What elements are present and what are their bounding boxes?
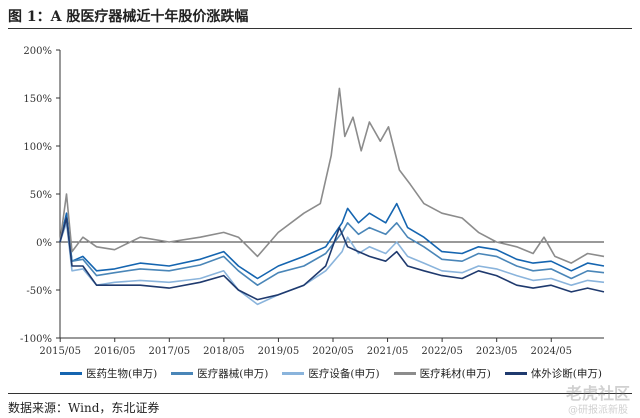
source-note: 数据来源：Wind，东北证券 bbox=[8, 401, 160, 415]
series-line bbox=[59, 202, 605, 280]
x-tick-label: 2023/05 bbox=[476, 346, 518, 357]
series-line bbox=[59, 87, 605, 264]
legend-swatch bbox=[171, 372, 194, 375]
x-tick-label: 2016/05 bbox=[94, 346, 136, 357]
y-tick-label: 150% bbox=[23, 94, 52, 105]
legend-item: 体外诊断(申万) bbox=[504, 366, 603, 381]
x-tick-label: 2021/05 bbox=[367, 346, 409, 357]
legend-swatch bbox=[60, 372, 82, 375]
legend-item: 医疗耗材(申万) bbox=[393, 366, 491, 381]
watermark-handle: @研报派新股 bbox=[568, 405, 628, 416]
x-axis: 2015/05 2016/05 2017/05 2018/05 2019/05 2020/… bbox=[39, 241, 604, 357]
legend-item: 医疗设备(申万) bbox=[282, 366, 380, 381]
y-tick-label: 200% bbox=[23, 46, 52, 57]
x-tick-label: 2017/05 bbox=[149, 346, 191, 357]
y-tick-label: -100% bbox=[20, 334, 52, 345]
watermark-logo: 老虎社区 bbox=[565, 384, 630, 403]
y-tick-label: 100% bbox=[23, 142, 52, 153]
legend-item: 医疗器械(申万) bbox=[171, 366, 268, 381]
series-lines bbox=[59, 87, 605, 306]
chart-legend: 医药生物(申万) 医疗器械(申万) 医疗设备(申万) 医疗耗材(申万) 体外诊断(申万) bbox=[60, 366, 630, 381]
legend-label: 医疗耗材(申万) bbox=[419, 368, 491, 380]
series-line bbox=[59, 217, 605, 286]
legend-swatch bbox=[504, 372, 527, 375]
x-tick-label: 2018/05 bbox=[203, 346, 245, 357]
y-axis: 200% 150% 100% 50% 0% -50% -100% bbox=[20, 46, 61, 345]
legend-swatch bbox=[393, 372, 416, 375]
x-tick-label: 2022/05 bbox=[421, 346, 463, 357]
legend-label: 医药生物(申万) bbox=[86, 368, 158, 380]
legend-item: 医药生物(申万) bbox=[60, 366, 157, 381]
legend-label: 医疗设备(申万) bbox=[308, 368, 380, 380]
y-tick-label: -50% bbox=[26, 286, 52, 297]
figure-title: 图 1：A 股医疗器械近十年股价涨跌幅 bbox=[8, 9, 249, 25]
title-divider bbox=[8, 28, 632, 29]
y-tick-label: 0% bbox=[36, 238, 52, 249]
legend-swatch bbox=[282, 372, 305, 375]
source-divider bbox=[8, 393, 632, 394]
x-tick-label: 2024/05 bbox=[530, 346, 572, 357]
x-tick-label: 2020/05 bbox=[312, 346, 354, 357]
series-line bbox=[59, 222, 605, 306]
y-tick-label: 50% bbox=[30, 190, 52, 201]
legend-label: 医疗器械(申万) bbox=[197, 368, 269, 380]
x-tick-label: 2015/05 bbox=[39, 346, 81, 357]
legend-label: 体外诊断(申万) bbox=[530, 368, 603, 380]
series-line bbox=[59, 217, 605, 301]
x-tick-label: 2019/05 bbox=[258, 346, 300, 357]
